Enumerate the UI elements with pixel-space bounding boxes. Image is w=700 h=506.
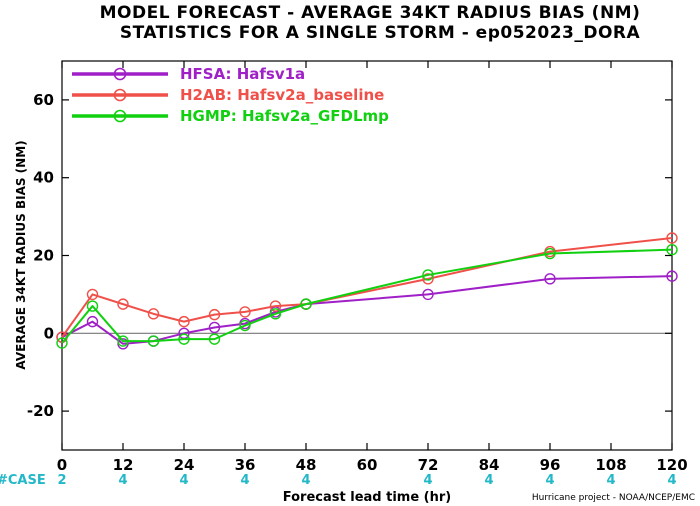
y-tick-label: 40 xyxy=(33,169,54,187)
case-count: 4 xyxy=(179,473,188,488)
y-tick-label: 0 xyxy=(44,324,54,342)
data-point xyxy=(86,288,99,301)
data-point xyxy=(544,273,556,285)
data-point xyxy=(86,315,99,328)
y-tick-label: -20 xyxy=(27,402,54,420)
x-tick-label: 36 xyxy=(235,456,256,474)
data-point xyxy=(666,270,678,282)
series-2 xyxy=(56,232,678,343)
data-point xyxy=(422,288,434,301)
x-tick-label: 72 xyxy=(418,456,439,474)
case-count: 4 xyxy=(484,473,493,488)
case-count: 4 xyxy=(240,473,249,488)
data-point xyxy=(544,247,556,260)
data-point xyxy=(300,298,312,310)
y-tick-label: 20 xyxy=(33,247,54,265)
y-tick-label: 60 xyxy=(33,91,54,109)
x-tick-label: 60 xyxy=(357,456,378,474)
case-count: 4 xyxy=(606,473,615,488)
legend-item: HFSA: Hafsv1a xyxy=(72,65,305,83)
data-point xyxy=(178,315,190,328)
x-tick-label: 84 xyxy=(479,456,500,474)
legend-label: HFSA: Hafsv1a xyxy=(180,65,305,83)
data-point xyxy=(208,333,221,345)
data-point xyxy=(147,308,160,320)
x-tick-label: 96 xyxy=(540,456,561,474)
x-tick-label: 0 xyxy=(57,456,67,474)
case-count: 4 xyxy=(545,473,554,488)
x-tick-label: 48 xyxy=(296,456,317,474)
y-axis-label: AVERAGE 34KT RADIUS BIAS (NM) xyxy=(14,140,28,369)
data-point xyxy=(239,306,251,318)
legend-label: HGMP: Hafsv2a_GFDLmp xyxy=(180,107,389,125)
credit-text: Hurricane project - NOAA/NCEP/EMC xyxy=(532,493,695,503)
data-point xyxy=(239,319,251,332)
legend-label: H2AB: Hafsv2a_baseline xyxy=(180,86,384,104)
x-tick-label: 120 xyxy=(656,456,687,474)
case-label: #CASE xyxy=(0,473,46,488)
data-point xyxy=(117,335,129,347)
x-tick-label: 24 xyxy=(174,456,195,474)
legend-marker xyxy=(113,67,127,81)
x-axis: 0 12 24 36 48 60 72 84 96 108 120 xyxy=(57,61,688,474)
data-point xyxy=(147,335,160,347)
chart-subtitle: STATISTICS FOR A SINGLE STORM - ep052023… xyxy=(120,23,641,43)
legend-item: H2AB: Hafsv2a_baseline xyxy=(72,86,384,104)
y-axis: -20 0 20 40 60 xyxy=(27,91,672,420)
data-point xyxy=(269,300,282,312)
data-point xyxy=(208,308,221,321)
data-point xyxy=(269,308,282,320)
series-line xyxy=(61,248,673,344)
case-counts: 2 4 4 4 4 4 4 4 4 4 xyxy=(57,473,676,488)
x-tick-label: 108 xyxy=(595,456,626,474)
legend-item: HGMP: Hafsv2a_GFDLmp xyxy=(72,107,389,125)
case-count: 4 xyxy=(118,473,127,488)
series-3 xyxy=(56,243,678,349)
case-count: 4 xyxy=(301,473,310,488)
legend: HFSA: Hafsv1a H2AB: Hafsv2a_baseline HGMP:… xyxy=(72,65,389,125)
data-point xyxy=(666,243,678,256)
x-tick-label: 12 xyxy=(113,456,134,474)
data-point xyxy=(117,298,129,310)
data-point xyxy=(666,232,678,244)
x-axis-label: Forecast lead time (hr) xyxy=(283,490,451,505)
chart-title: MODEL FORECAST - AVERAGE 34KT RADIUS BIA… xyxy=(100,3,641,23)
legend-marker xyxy=(113,109,127,123)
series-group xyxy=(56,232,678,350)
case-count: 4 xyxy=(423,473,432,488)
case-count: 2 xyxy=(57,473,66,488)
case-count: 4 xyxy=(667,473,676,488)
data-point xyxy=(86,300,99,312)
data-point xyxy=(422,273,434,285)
legend-marker xyxy=(113,88,127,102)
data-point xyxy=(178,333,190,345)
data-point xyxy=(422,269,434,281)
data-point xyxy=(208,321,221,334)
data-point xyxy=(56,337,68,349)
